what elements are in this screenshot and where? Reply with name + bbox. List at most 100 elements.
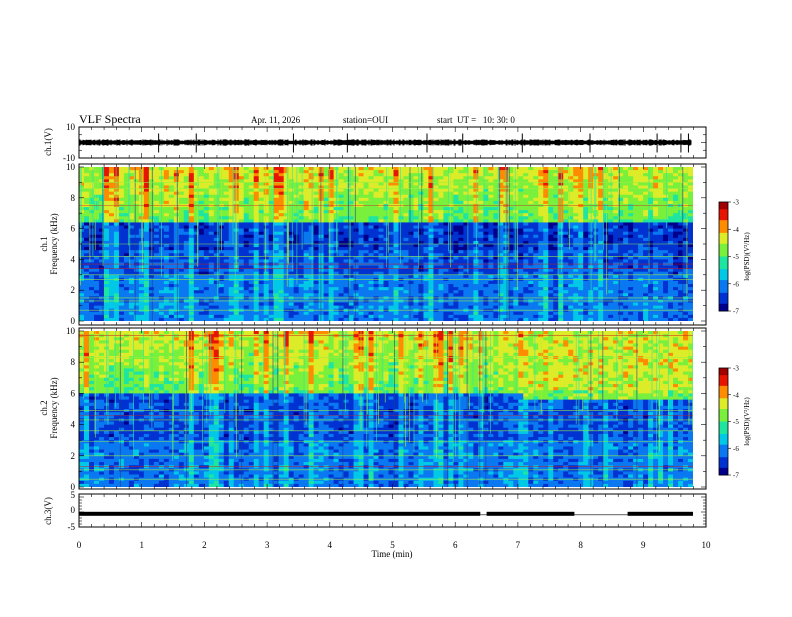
- spectrogram-cell: [573, 167, 578, 170]
- spectrogram-cell: [389, 201, 394, 204]
- spectrogram-cell: [119, 176, 124, 179]
- spectrogram-cell: [398, 229, 403, 232]
- spectrogram-cell: [633, 216, 638, 219]
- spectrogram-cell: [274, 287, 279, 290]
- spectrogram-cell: [304, 216, 309, 219]
- spectrogram-cell: [114, 182, 119, 185]
- spectrogram-cell: [518, 207, 523, 210]
- spectrogram-cell: [688, 259, 693, 262]
- spectrogram-cell: [184, 176, 189, 179]
- spectrogram-cell: [299, 226, 304, 229]
- spectrogram-cell: [119, 269, 124, 272]
- spectrogram-cell: [244, 269, 249, 272]
- spectrogram-cell: [528, 281, 533, 284]
- ch1-spectrogram-image: [79, 167, 693, 321]
- spectrogram-cell: [498, 232, 503, 235]
- spectrogram-cell: [688, 170, 693, 173]
- spectrogram-cell: [628, 176, 633, 179]
- spectrogram-cell: [214, 201, 219, 204]
- spectrogram-cell: [533, 226, 538, 229]
- spectrogram-cell: [224, 284, 229, 287]
- spectrogram-cell: [453, 198, 458, 201]
- spectrogram-cell: [359, 192, 364, 195]
- spectrogram-cell: [304, 192, 309, 195]
- spectrogram-cell: [643, 213, 648, 216]
- spectrogram-cell: [513, 235, 518, 238]
- spectrogram-cell: [109, 216, 114, 219]
- spectrogram-cell: [538, 250, 543, 253]
- spectrogram-cell: [438, 192, 443, 195]
- spectrogram-cell: [84, 226, 89, 229]
- spectrogram-cell: [523, 198, 528, 201]
- spectrogram-cell: [114, 201, 119, 204]
- spectrogram-cell: [119, 198, 124, 201]
- spectrogram-cell: [538, 226, 543, 229]
- spectrogram-cell: [538, 207, 543, 210]
- spectrogram-cell: [668, 250, 673, 253]
- spectrogram-cell: [443, 247, 448, 250]
- spectrogram-cell: [254, 173, 259, 176]
- spectrogram-cell: [668, 275, 673, 278]
- spectrogram-cell: [149, 259, 154, 262]
- spectrogram-cell: [249, 170, 254, 173]
- spectrogram-cell: [563, 176, 568, 179]
- spectrogram-cell: [573, 247, 578, 250]
- spectrogram-cell: [533, 198, 538, 201]
- spectrogram-cell: [573, 222, 578, 225]
- spectrogram-cell: [169, 222, 174, 225]
- spectrogram-cell: [199, 226, 204, 229]
- spectrogram-cell: [398, 244, 403, 247]
- spectrogram-cell: [389, 269, 394, 272]
- spectrogram-cell: [349, 182, 354, 185]
- spectrogram-cell: [79, 269, 84, 272]
- spectrogram-cell: [274, 222, 279, 225]
- spectrogram-cell: [468, 222, 473, 225]
- spectrogram-cell: [623, 207, 628, 210]
- spectrogram-cell: [379, 287, 384, 290]
- spectrogram-cell: [478, 167, 483, 170]
- spectrogram-cell: [214, 238, 219, 241]
- spectrogram-cell: [329, 219, 334, 222]
- spectrogram-cell: [563, 189, 568, 192]
- spectrogram-cell: [558, 219, 563, 222]
- spectrogram-cell: [84, 259, 89, 262]
- spectrogram-cell: [319, 275, 324, 278]
- spectrogram-cell: [374, 222, 379, 225]
- spectrogram-cell: [244, 167, 249, 170]
- spectrogram-cell: [189, 222, 194, 225]
- spectrogram-cell: [119, 250, 124, 253]
- spectrogram-cell: [339, 250, 344, 253]
- spectrogram-cell: [448, 222, 453, 225]
- spectrogram-cell: [438, 182, 443, 185]
- spectrogram-cell: [164, 226, 169, 229]
- spectrogram-cell: [279, 201, 284, 204]
- spectrogram-cell: [354, 259, 359, 262]
- spectrogram-cell: [389, 275, 394, 278]
- spectrogram-cell: [628, 284, 633, 287]
- spectrogram-cell: [239, 229, 244, 232]
- spectrogram-cell: [573, 207, 578, 210]
- spectrogram-cell: [249, 167, 254, 170]
- spectrogram-cell: [408, 284, 413, 287]
- spectrogram-cell: [189, 192, 194, 195]
- spectrogram-cell: [134, 216, 139, 219]
- spectrogram-cell: [543, 256, 548, 259]
- spectrogram-cell: [84, 201, 89, 204]
- spectrogram-cell: [324, 232, 329, 235]
- spectrogram-cell: [653, 226, 658, 229]
- spectrogram-cell: [364, 176, 369, 179]
- spectrogram-cell: [538, 167, 543, 170]
- spectrogram-cell: [543, 213, 548, 216]
- spectrogram-cell: [194, 219, 199, 222]
- spectrogram-cell: [528, 244, 533, 247]
- spectrogram-cell: [478, 259, 483, 262]
- spectrogram-cell: [309, 238, 314, 241]
- spectrogram-cell: [468, 226, 473, 229]
- spectrogram-cell: [598, 281, 603, 284]
- spectrogram-cell: [159, 284, 164, 287]
- spectrogram-cell: [239, 219, 244, 222]
- spectrogram-cell: [448, 235, 453, 238]
- spectrogram-cell: [498, 281, 503, 284]
- spectrogram-cell: [119, 219, 124, 222]
- spectrogram-cell: [279, 247, 284, 250]
